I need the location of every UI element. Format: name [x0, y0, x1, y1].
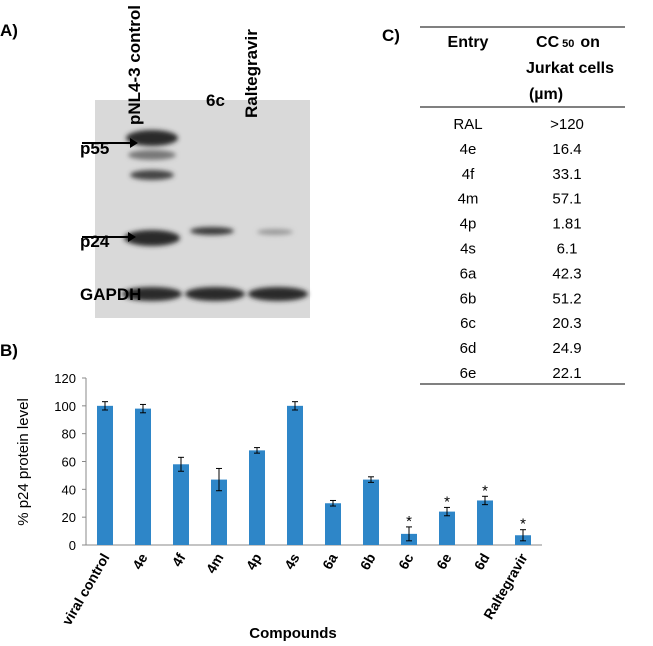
table-header: (µm) [529, 86, 563, 103]
table-cell: 24.9 [552, 340, 581, 357]
y-tick-label: 120 [54, 371, 76, 386]
table-cell: RAL [453, 116, 482, 133]
significance-marker: * [406, 513, 412, 530]
bar [325, 503, 341, 545]
lane-label: 6c [206, 91, 225, 110]
table-cell: 6b [460, 290, 477, 307]
bar [363, 479, 379, 545]
x-tick-label: 6d [471, 551, 493, 573]
bar-chart: 0 20 40 60 80 100 120 viral control 4e 4f 4m 4p 4s 6a… [54, 371, 542, 628]
x-tick-label: viral control [59, 551, 113, 628]
table-header: CC [536, 34, 560, 51]
bar [173, 464, 189, 545]
table-cell: 6a [460, 265, 477, 282]
table-cell: 6d [460, 340, 477, 357]
y-tick-label: 80 [62, 427, 76, 442]
lane-label: pNL4-3 control [125, 5, 144, 125]
x-tick-label: 6c [395, 550, 417, 572]
significance-marker: * [444, 493, 450, 510]
panel-label: A) [0, 21, 18, 40]
bar [477, 500, 493, 545]
significance-marker: * [482, 482, 488, 499]
x-tick-label: 6e [433, 550, 455, 572]
y-tick-label: 0 [69, 538, 76, 553]
table-header: Jurkat cells [526, 60, 614, 77]
bar [439, 511, 455, 545]
bar [287, 405, 303, 545]
table-cell: 22.1 [552, 365, 581, 382]
table-header: Entry [448, 34, 489, 51]
bar [249, 450, 265, 545]
bar [211, 479, 227, 545]
blot-image [95, 100, 310, 318]
significance-marker: * [520, 516, 526, 533]
x-tick-label: 4m [203, 551, 227, 577]
band-label: p24 [80, 232, 110, 251]
band-label: p55 [80, 139, 109, 158]
x-tick-label: 4p [243, 551, 265, 573]
table-cell: 6e [460, 365, 477, 382]
blot-bands [122, 130, 308, 301]
x-tick-label: 6a [319, 550, 341, 572]
table-cell: 51.2 [552, 290, 581, 307]
table-cell: 4s [460, 241, 476, 258]
table-cell: >120 [550, 116, 584, 133]
table-header: on [580, 34, 600, 51]
table-header: CC 50 on [536, 34, 600, 51]
y-tick-label: 60 [62, 455, 76, 470]
band-label: GAPDH [80, 285, 141, 304]
bar [135, 408, 151, 545]
table-cell: 4m [458, 191, 479, 208]
bar [97, 405, 113, 545]
panel-label: C) [382, 26, 400, 45]
table-cell: 6.1 [557, 241, 578, 258]
x-tick-label: 4e [129, 550, 151, 572]
table-cell: 57.1 [552, 191, 581, 208]
arrow-head [128, 232, 136, 242]
table: Entry CC 50 on Jurkat cells (µm) RAL >120 4e… [420, 26, 625, 385]
x-tick-label: 6b [357, 551, 379, 573]
y-tick-label: 100 [54, 399, 76, 414]
table-cell: 4e [460, 141, 477, 158]
y-axis-label: % p24 protein level [15, 398, 32, 526]
y-tick-label: 20 [62, 510, 76, 525]
table-cell: 16.4 [552, 141, 581, 158]
x-tick-label: 4f [169, 550, 189, 569]
table-cell: 4f [462, 166, 475, 183]
table-cell: 20.3 [552, 315, 581, 332]
x-axis-label: Compounds [249, 625, 337, 642]
table-cell: 42.3 [552, 265, 581, 282]
lane-label: Raltegravir [242, 29, 261, 118]
table-cell: 6c [460, 315, 476, 332]
table-cell: 33.1 [552, 166, 581, 183]
panel-label: B) [0, 341, 18, 360]
table-cell: 4p [460, 216, 477, 233]
table-header: 50 [562, 38, 574, 50]
arrow-head [130, 138, 138, 148]
y-tick-label: 40 [62, 482, 76, 497]
x-tick-label: 4s [281, 550, 303, 572]
table-cell: 1.81 [552, 216, 581, 233]
